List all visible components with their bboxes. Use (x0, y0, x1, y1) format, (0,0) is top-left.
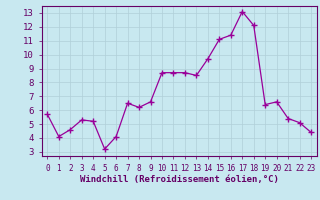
X-axis label: Windchill (Refroidissement éolien,°C): Windchill (Refroidissement éolien,°C) (80, 175, 279, 184)
